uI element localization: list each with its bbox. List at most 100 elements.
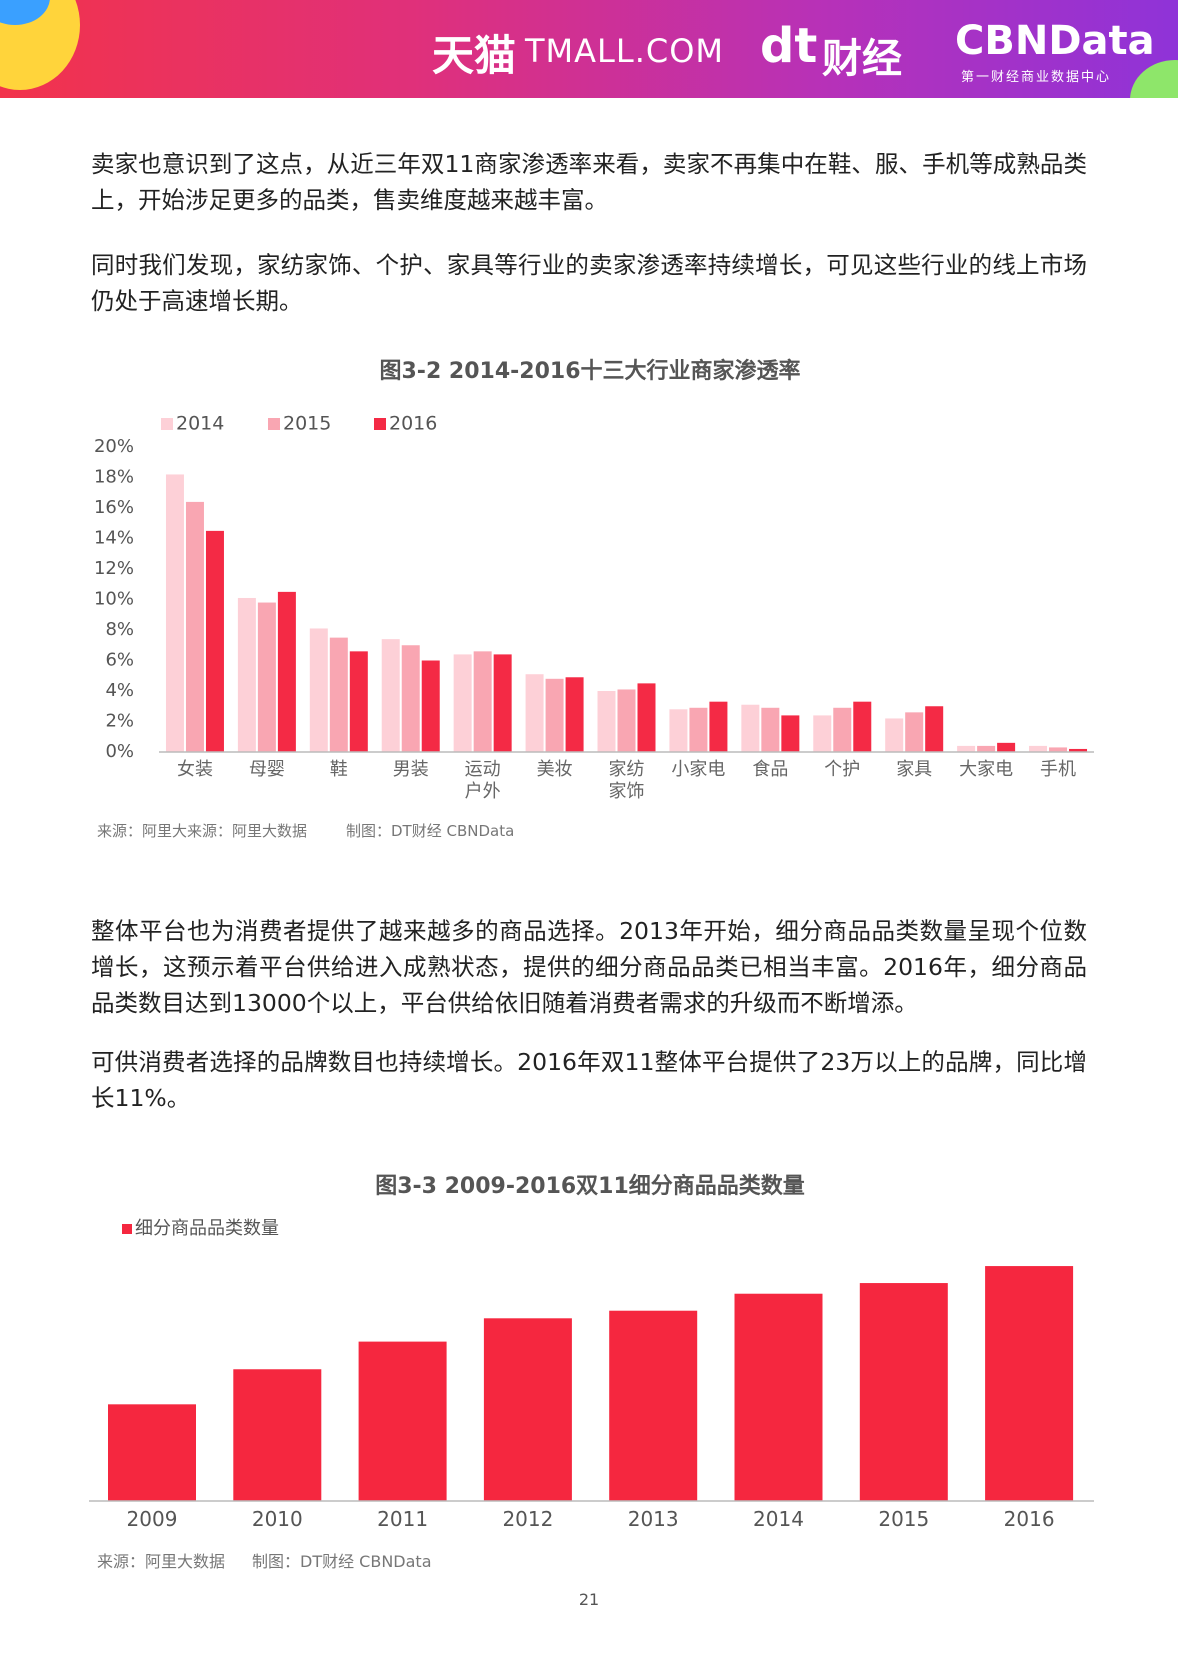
bar (985, 1266, 1074, 1501)
bar (421, 660, 440, 752)
logo-text: TMALL.COM (525, 32, 725, 70)
x-tick-label: 2010 (251, 1507, 303, 1531)
logo-text: CBNData (955, 18, 1155, 64)
x-tick-label: 2016 (1003, 1507, 1055, 1531)
x-tick-label: 2015 (878, 1507, 930, 1531)
bar (108, 1404, 196, 1501)
bar (185, 501, 204, 752)
bar (401, 645, 420, 752)
bar (637, 683, 656, 752)
bar (833, 707, 852, 752)
x-tick-label: 个护 (824, 759, 861, 780)
x-tick-label: 家具 (896, 759, 933, 780)
header: 天猫 TMALL.COM dt 财经 CBNData 第一财经商业数据中心 (0, 0, 1178, 98)
bar (709, 701, 728, 752)
bar (349, 651, 368, 752)
y-tick-label: 12% (94, 558, 134, 579)
x-tick-label: 2013 (627, 1507, 679, 1531)
bar (483, 1318, 572, 1501)
x-tick-label: 2012 (502, 1507, 554, 1531)
x-tick-label: 鞋 (329, 759, 348, 780)
bar (1029, 745, 1048, 752)
legend-label: 细分商品品类数量 (135, 1218, 279, 1239)
x-tick-label: 女装 (176, 759, 213, 780)
bar (309, 628, 328, 752)
x-tick-label: 运动 户外 (464, 759, 501, 802)
chart-title: 图3-3 2009-2016双11细分商品品类数量 (375, 1173, 805, 1199)
x-tick-label: 2011 (377, 1507, 429, 1531)
y-tick-label: 10% (94, 589, 134, 610)
bar (165, 474, 184, 752)
paragraph: 可供消费者选择的品牌数目也持续增长。2016年双11整体平台提供了23万以上的品… (91, 1048, 1087, 1112)
bar (734, 1293, 823, 1501)
legend-label: 2016 (389, 413, 437, 435)
bar (997, 742, 1016, 752)
logo-text: dt (760, 18, 818, 74)
y-tick-label: 8% (105, 619, 134, 640)
bar (597, 691, 616, 752)
x-tick-label: 家纺 家饰 (608, 759, 645, 802)
legend-swatch (268, 418, 280, 430)
legend-swatch (161, 418, 173, 430)
y-tick-label: 20% (94, 436, 134, 457)
logo-text: 天猫 (432, 31, 517, 80)
bar (358, 1341, 447, 1501)
y-tick-label: 18% (94, 467, 134, 488)
bar (781, 715, 800, 752)
x-tick-label: 小家电 (671, 759, 726, 780)
legend-swatch (374, 418, 386, 430)
bar (237, 597, 256, 752)
x-tick-label: 2009 (126, 1507, 178, 1531)
bar (453, 654, 472, 752)
page-number: 21 (578, 1590, 600, 1609)
credit: 制图：DT财经 CBNData (346, 822, 515, 840)
bar (905, 712, 924, 752)
y-tick-label: 2% (105, 711, 134, 732)
legend-swatch (122, 1224, 132, 1234)
bar (761, 707, 780, 752)
credit: 制图：DT财经 CBNData (252, 1552, 432, 1571)
x-tick-label: 手机 (1040, 759, 1077, 780)
source: 来源：阿里大来源：阿里大数据 (97, 822, 308, 840)
bar (741, 704, 760, 752)
bar (277, 591, 296, 752)
bar (925, 706, 944, 752)
bar (493, 654, 512, 752)
x-tick-label: 食品 (752, 759, 789, 780)
legend-label: 2015 (283, 413, 331, 435)
logo-text: 财经 (822, 36, 902, 82)
bar (957, 745, 976, 752)
x-tick-label: 男装 (392, 759, 429, 780)
y-tick-label: 4% (105, 680, 134, 701)
bar (1069, 748, 1088, 752)
bar (381, 639, 400, 752)
bar (565, 677, 584, 752)
chart-title: 图3-2 2014-2016十三大行业商家渗透率 (380, 358, 801, 384)
paragraph: 整体平台也为消费者提供了越来越多的商品选择。2013年开始，细分商品品类数量呈现… (91, 917, 1087, 1017)
y-tick-label: 0% (105, 741, 134, 762)
source: 来源：阿里大数据 (97, 1552, 226, 1571)
x-tick-label: 大家电 (959, 759, 1014, 780)
y-tick-label: 6% (105, 650, 134, 671)
bar (617, 689, 636, 752)
bar (853, 701, 872, 752)
paragraph: 卖家也意识到了这点，从近三年双11商家渗透率来看，卖家不再集中在鞋、服、手机等成… (91, 150, 1087, 214)
bar (689, 707, 708, 752)
bar (1049, 747, 1068, 752)
bar (329, 637, 348, 752)
logo-subtext: 第一财经商业数据中心 (961, 70, 1112, 85)
bar (205, 530, 224, 752)
bar (473, 651, 492, 752)
bar (545, 678, 564, 752)
x-tick-label: 母婴 (248, 759, 285, 780)
x-tick-label: 美妆 (536, 759, 573, 780)
bar (609, 1310, 698, 1501)
y-tick-label: 14% (94, 528, 134, 549)
x-tick-label: 2014 (753, 1507, 804, 1531)
bar (977, 745, 996, 752)
bar (813, 715, 832, 752)
paragraph: 同时我们发现，家纺家饰、个护、家具等行业的卖家渗透率持续增长，可见这些行业的线上… (91, 251, 1087, 315)
bar (525, 674, 544, 752)
